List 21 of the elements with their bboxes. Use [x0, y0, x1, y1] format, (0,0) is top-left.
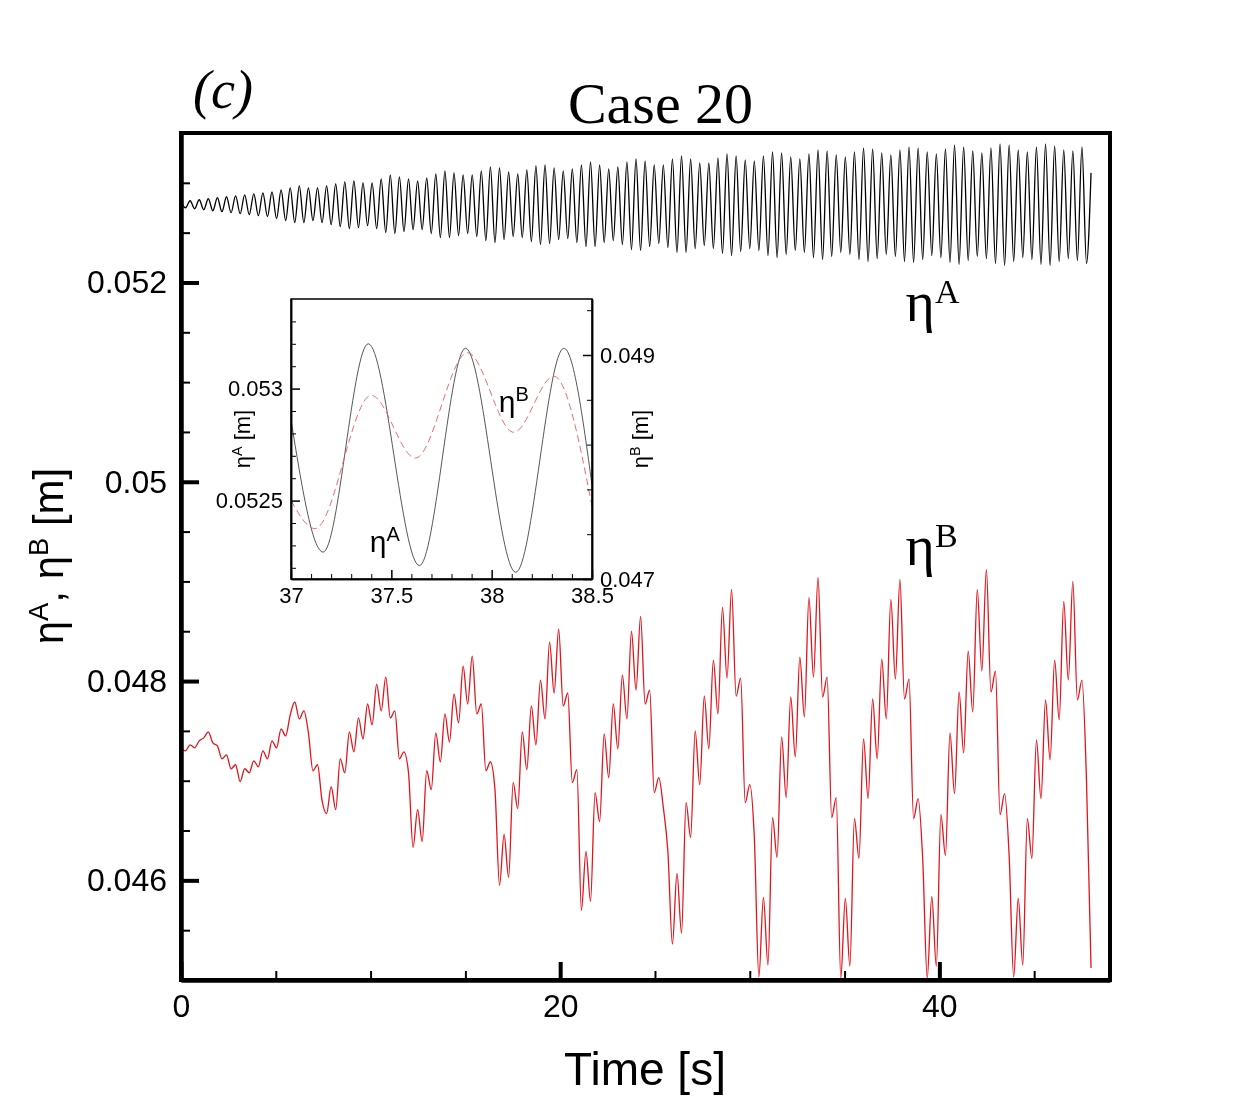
- x-tick-label: 37.5: [370, 582, 414, 608]
- series-label: η$^{A}$: [905, 271, 960, 334]
- y-tick-label: 0.052: [86, 264, 167, 301]
- x-tick-label: 0: [172, 987, 191, 1024]
- y-tick-label: 0.053: [227, 376, 283, 402]
- x-tick-label: 40: [922, 987, 958, 1024]
- y-tick-label: 0.0525: [215, 488, 283, 514]
- y-tick-label: 0.05: [104, 463, 167, 500]
- y2-tick-label: 0.049: [600, 342, 656, 368]
- y-tick-label: 0.048: [86, 662, 167, 699]
- y-tick-label: 0.046: [86, 862, 167, 899]
- series-label: η$^{B}$: [498, 383, 529, 419]
- text: (c): [193, 60, 253, 120]
- x-axis-title: Time [s]: [564, 1043, 726, 1095]
- line-series: [291, 343, 592, 573]
- x-tick-label: 20: [542, 987, 579, 1024]
- series-label: η$^{B}$: [905, 514, 958, 577]
- series-label: η$^{A}$: [369, 523, 401, 559]
- chart-title: Case 20: [567, 71, 754, 136]
- x-tick-label: 38: [479, 582, 505, 608]
- x-tick-label: 37: [279, 582, 304, 608]
